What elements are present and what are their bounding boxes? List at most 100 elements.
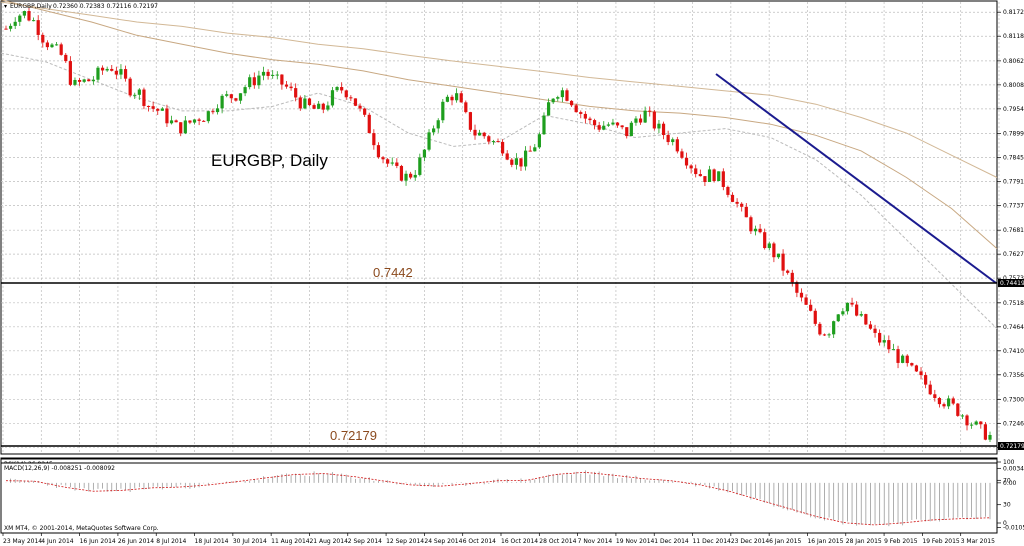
candle-body — [156, 108, 160, 111]
candle-body — [988, 434, 992, 440]
candle-body — [183, 120, 187, 134]
price-tick-label: 0.73005 — [1003, 396, 1024, 403]
candle-body — [206, 111, 210, 122]
candle-body — [671, 139, 675, 143]
date-tick-label: 19 Nov 2014 — [616, 538, 655, 545]
candle-body — [372, 133, 376, 146]
candle-body — [330, 90, 335, 106]
candle-body — [215, 108, 220, 113]
candle-body — [606, 124, 610, 126]
candle-body — [694, 168, 698, 175]
candle-body — [68, 61, 72, 85]
price-highlight-label: 0.72179 — [1000, 443, 1024, 450]
candle-body — [238, 93, 243, 101]
chart-header-ohlc: 0.72360 0.72383 0.72116 0.72197 — [53, 3, 158, 10]
candle-body — [413, 174, 417, 178]
macd-title: MACD(12,26,9) -0.008251 -0.008092 — [4, 465, 115, 472]
candle-body — [979, 421, 983, 425]
price-tick-label: 0.75735 — [1003, 275, 1024, 282]
candle-body — [928, 384, 932, 395]
price-highlight-box — [998, 442, 1024, 450]
candle-body — [919, 371, 923, 376]
candle-body — [960, 415, 965, 417]
macd-signal-line — [5, 471, 991, 526]
candle-body — [335, 87, 339, 91]
candle-body — [317, 103, 321, 109]
candle-body — [772, 243, 776, 258]
candle-body — [629, 122, 633, 137]
candle-body — [41, 34, 45, 43]
candle-body — [169, 120, 174, 124]
candle-body — [868, 324, 873, 329]
candle-body — [363, 108, 367, 115]
candle-body — [675, 139, 679, 152]
date-tick-label: 30 Jul 2014 — [233, 538, 267, 545]
candle-body — [905, 355, 909, 364]
candle-body — [450, 96, 454, 101]
date-tick-label: 3 Mar 2015 — [961, 538, 995, 545]
candle-body — [422, 149, 427, 158]
candle-body — [303, 98, 307, 109]
candle-body — [344, 90, 348, 98]
date-tick-label: 16 Jun 2014 — [80, 538, 116, 545]
candle-body — [133, 94, 137, 96]
candle-body — [192, 119, 197, 123]
candle-body — [487, 136, 491, 142]
candle-body — [569, 100, 574, 106]
macd-tick-label: 0.00 — [1003, 480, 1017, 487]
candle-body — [307, 98, 312, 106]
date-tick-label: 11 Dec 2014 — [693, 538, 732, 545]
candle-body — [4, 28, 8, 30]
candle-body — [560, 90, 564, 98]
candle-body — [496, 141, 500, 143]
candle-body — [781, 253, 785, 271]
price-tick-label: 0.76275 — [1003, 251, 1024, 258]
candle-body — [924, 375, 928, 385]
rsi-tick-label: 30 — [1003, 502, 1011, 509]
candle-body — [809, 304, 813, 311]
candle-body — [841, 311, 845, 315]
candle-body — [174, 120, 178, 123]
price-tick-label: 0.76815 — [1003, 227, 1024, 234]
date-tick-label: 4 Jun 2014 — [41, 538, 73, 545]
candle-body — [500, 141, 505, 154]
candle-body — [882, 340, 886, 343]
date-tick-label: 7 Nov 2014 — [578, 538, 613, 545]
candle-body — [680, 151, 684, 158]
candle-body — [684, 157, 689, 166]
candle-body — [620, 125, 624, 128]
candle-body — [271, 74, 275, 76]
candle-body — [942, 404, 946, 407]
candle-body — [36, 20, 40, 35]
candle-body — [197, 119, 201, 121]
candle-body — [519, 158, 523, 167]
candle-body — [376, 145, 381, 158]
window-menu-icon[interactable]: ▾ — [4, 3, 7, 10]
candle-body — [611, 122, 615, 125]
candle-body — [321, 103, 325, 110]
candle-body — [165, 108, 169, 124]
date-tick-label: 16 Oct 2014 — [501, 538, 538, 545]
candle-body — [266, 71, 270, 76]
candle-body — [50, 44, 54, 48]
candle-body — [873, 328, 877, 333]
candle-body — [965, 415, 969, 426]
candle-body — [864, 314, 868, 325]
date-tick-label: 8 Jul 2014 — [156, 538, 186, 545]
candle-body — [123, 69, 128, 79]
rsi-tick-label: 0 — [1003, 520, 1007, 527]
candle-body — [951, 398, 955, 404]
candle-body — [836, 314, 840, 322]
trendline[interactable] — [715, 73, 997, 284]
candle-body — [813, 310, 817, 324]
price-highlight-box — [998, 279, 1024, 287]
candle-body — [790, 272, 794, 283]
candle-body — [22, 11, 26, 16]
candle-body — [574, 105, 578, 113]
candle-body — [721, 171, 725, 187]
candle-body — [776, 253, 781, 258]
